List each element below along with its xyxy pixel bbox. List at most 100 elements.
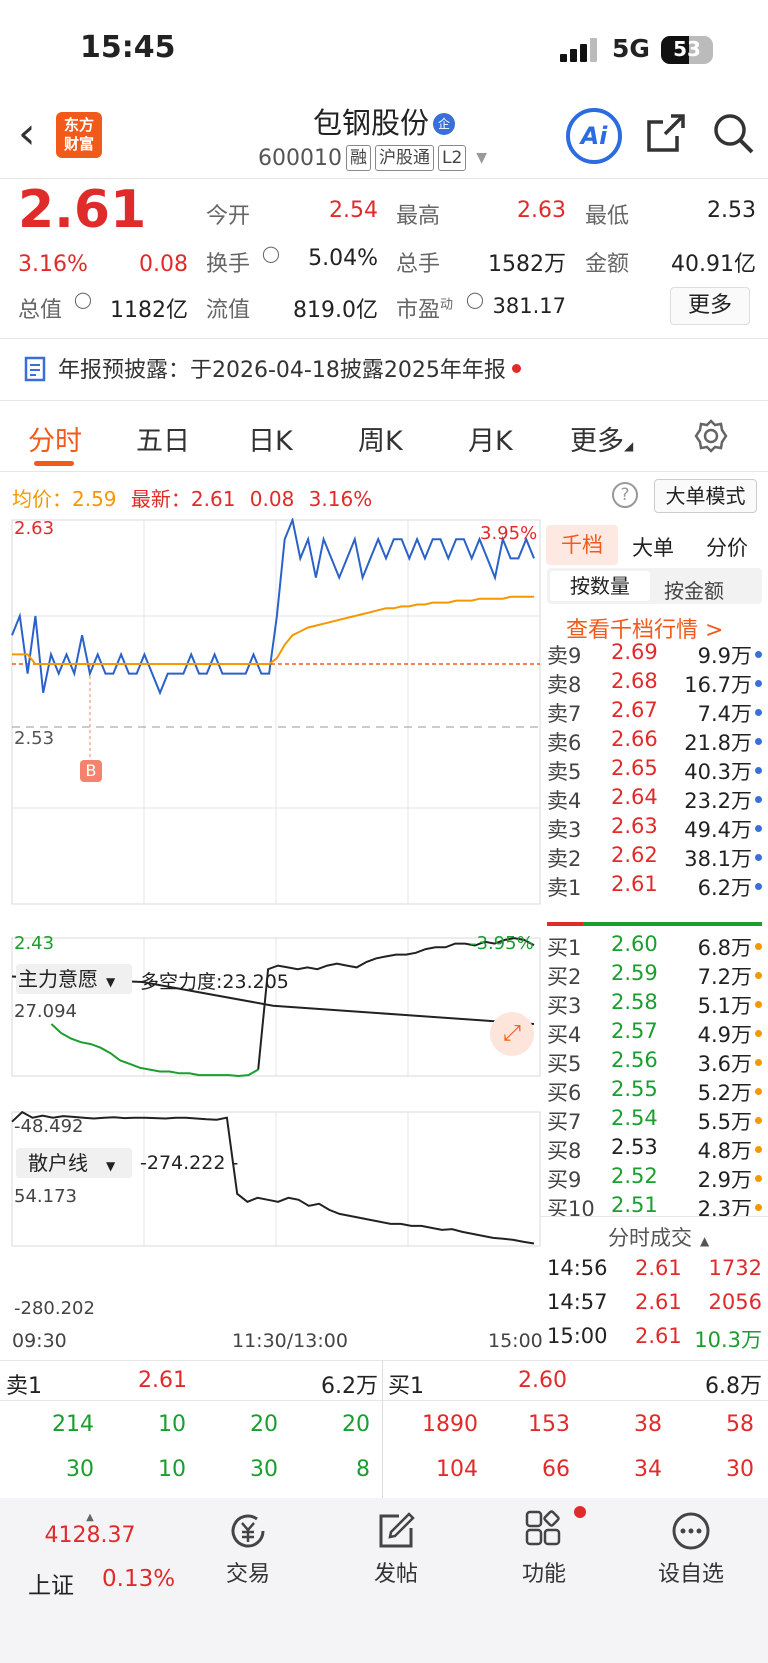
battery-level: 53 [673, 37, 701, 61]
nav-functions[interactable]: 功能 [522, 1506, 587, 1588]
retail-y-bottom: -280.202 [14, 1298, 95, 1319]
buy-marker[interactable]: B [80, 760, 102, 782]
bid-row[interactable]: 买8 2.53 4.8万 [547, 1135, 762, 1165]
notice-text: 年报预披露：于2026-04-18披露2025年年报 [58, 358, 506, 383]
tag-margin: 融 [345, 145, 371, 171]
ask-row[interactable]: 卖2 2.62 38.1万 [547, 843, 762, 873]
amount-label: 金额 [585, 252, 630, 277]
indicator-main-value: 多空力度:23.205 [140, 971, 289, 993]
ask-row[interactable]: 卖3 2.63 49.4万 [547, 814, 762, 844]
bid-row[interactable]: 买9 2.52 2.9万 [547, 1164, 762, 1194]
expand-icon[interactable]: ⤢ [490, 1012, 534, 1056]
tab-more[interactable]: 更多◢ [570, 419, 633, 458]
more-quote-button[interactable]: 更多 [670, 287, 750, 325]
bid-row[interactable]: 买1 2.60 6.8万 [547, 932, 762, 962]
subtab-by-volume[interactable]: 按数量 [550, 571, 650, 601]
settings-gear-icon[interactable] [694, 419, 728, 453]
annual-report-notice[interactable]: 年报预披露：于2026-04-18披露2025年年报 [58, 352, 521, 384]
bid-price: 2.51 [611, 1193, 658, 1216]
bid-volume: 3.6万 [697, 1052, 752, 1076]
change-value: 0.08 [139, 252, 188, 277]
big-order-mode-button[interactable]: 大单模式 [654, 479, 757, 513]
time-axis-mid: 11:30/13:00 [232, 1330, 348, 1352]
bid-row[interactable]: 买4 2.57 4.9万 [547, 1019, 762, 1049]
ask-level: 卖2 [547, 847, 582, 871]
tab-intraday[interactable]: 分时 [28, 426, 82, 457]
app-logo[interactable]: 东方财富 [56, 112, 102, 158]
share-icon[interactable] [645, 112, 687, 154]
ask-row[interactable]: 卖5 2.65 40.3万 [547, 756, 762, 786]
y-label-top: 2.63 [14, 518, 55, 539]
tab-daily-k[interactable]: 日K [248, 426, 293, 457]
back-button[interactable]: ‹ [18, 108, 36, 159]
ask-price: 2.69 [611, 640, 658, 664]
nav-post[interactable]: 发帖 [374, 1510, 418, 1588]
active-tab-indicator [34, 461, 74, 466]
sell-queue-cell: 8 [356, 1457, 370, 1482]
help-icon[interactable]: ? [612, 482, 638, 508]
series-main-black-b [257, 937, 535, 1070]
ask-level: 卖1 [547, 876, 582, 900]
ask-row[interactable]: 卖8 2.68 16.7万 [547, 669, 762, 699]
series-avg [12, 595, 534, 665]
bid-volume: 2.3万 [697, 1197, 752, 1216]
ai-button[interactable]: Ai [566, 108, 622, 164]
index-ticker[interactable]: ▲ 4128.37 [40, 1512, 140, 1548]
panel-tab-price[interactable]: 分价 [706, 536, 748, 560]
ask-row[interactable]: 卖9 2.69 9.9万 [547, 640, 762, 670]
subtab-by-amount[interactable]: 按金额 [664, 579, 724, 603]
view-depth-link[interactable]: 查看千档行情 > [566, 618, 724, 643]
bid-row[interactable]: 买10 2.51 2.3万 [547, 1193, 762, 1216]
panel-tab-bigorder[interactable]: 大单 [632, 536, 674, 560]
y-label-mid: 2.53 [14, 728, 55, 749]
trade-time: 15:00 [547, 1324, 608, 1348]
y-label-bottom-pct: -3.95% [470, 933, 534, 954]
tab-weekly-k[interactable]: 周K [358, 426, 403, 457]
tab-five-day[interactable]: 五日 [136, 426, 190, 457]
bid-row[interactable]: 买5 2.56 3.6万 [547, 1048, 762, 1078]
intraday-chart[interactable] [0, 518, 544, 1348]
ask-volume: 49.4万 [684, 818, 752, 842]
ask-row[interactable]: 卖1 2.61 6.2万 [547, 872, 762, 902]
queue-buy-label: 买1 [388, 1374, 424, 1399]
nav-add-watchlist[interactable]: 设自选 [658, 1510, 724, 1588]
bid-dot [755, 1088, 762, 1095]
info-icon[interactable]: ◯ [466, 290, 484, 309]
chevron-up-icon: ▲ [700, 1234, 710, 1248]
stock-code: 600010 [258, 145, 342, 171]
trades-title-text: 分时成交 [608, 1226, 692, 1250]
stock-code-line[interactable]: 600010 融 沪股通 L2 ▼ [258, 145, 487, 171]
ask-row[interactable]: 卖6 2.66 21.8万 [547, 727, 762, 757]
chevron-down-icon: ▼ [106, 975, 116, 989]
bid-price: 2.56 [611, 1048, 658, 1072]
info-icon[interactable]: ◯ [262, 244, 280, 263]
open-label: 今开 [206, 204, 251, 229]
ask-row[interactable]: 卖7 2.67 7.4万 [547, 698, 762, 728]
info-icon[interactable]: ◯ [74, 290, 92, 309]
ask-volume: 38.1万 [684, 847, 752, 871]
bid-row[interactable]: 买2 2.59 7.2万 [547, 961, 762, 991]
float-label: 流值 [206, 298, 251, 323]
latest-label: 最新： [130, 487, 191, 511]
trades-title[interactable]: 分时成交 ▲ [608, 1222, 709, 1252]
document-icon [24, 356, 46, 382]
indicator-retail-title: 散户线 [28, 1151, 88, 1175]
ask-dot [755, 709, 762, 716]
ask-level: 卖3 [547, 818, 582, 842]
queue-buy-price: 2.60 [518, 1368, 567, 1393]
bid-dot [755, 1030, 762, 1037]
search-icon[interactable] [712, 112, 756, 156]
ask-row[interactable]: 卖4 2.64 23.2万 [547, 785, 762, 815]
indicator-select-main[interactable]: 主力意愿 ▼ [16, 964, 132, 994]
ask-dot [755, 651, 762, 658]
bid-row[interactable]: 买6 2.55 5.2万 [547, 1077, 762, 1107]
bid-level: 买7 [547, 1110, 582, 1134]
bid-row[interactable]: 买7 2.54 5.5万 [547, 1106, 762, 1136]
bid-row[interactable]: 买3 2.58 5.1万 [547, 990, 762, 1020]
tab-monthly-k[interactable]: 月K [468, 426, 513, 457]
nav-trade[interactable]: 交易 [226, 1510, 270, 1588]
indicator-select-retail[interactable]: 散户线 ▼ [16, 1148, 132, 1178]
ask-price: 2.68 [611, 669, 658, 693]
stock-title[interactable]: 包钢股份企 [0, 100, 768, 142]
panel-tab-depth[interactable]: 千档 [546, 525, 618, 565]
